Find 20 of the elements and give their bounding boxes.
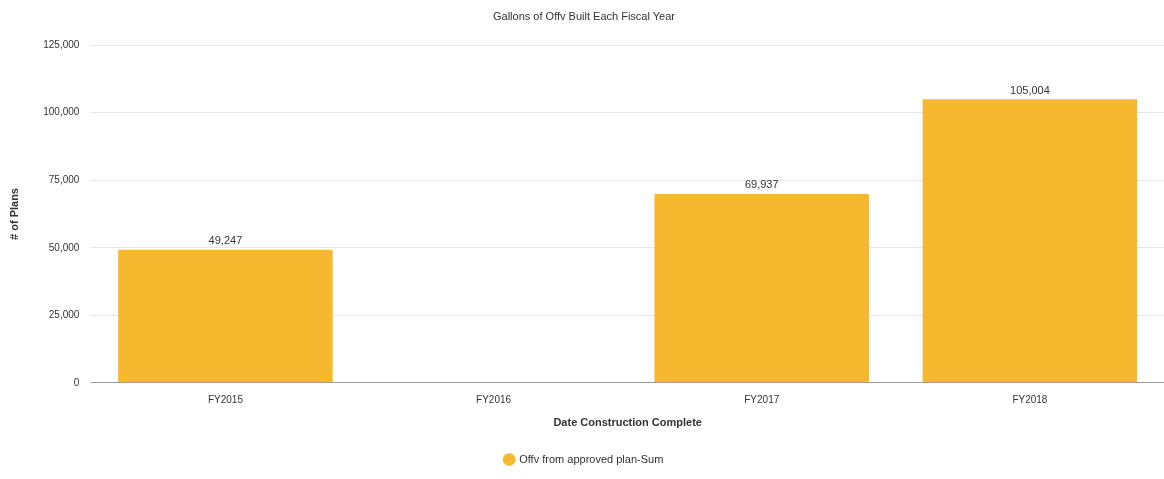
y-tick-label: 50,000 bbox=[48, 241, 80, 253]
chart-title: Gallons of Offv Built Each Fiscal Year bbox=[493, 9, 676, 22]
x-tick-label: FY2015 bbox=[207, 393, 244, 405]
bar bbox=[654, 193, 870, 383]
x-axis-title: Date Construction Complete bbox=[553, 416, 702, 429]
bar bbox=[922, 99, 1138, 383]
x-tick-label: FY2016 bbox=[476, 393, 512, 405]
x-tick-label: FY2018 bbox=[1012, 393, 1048, 405]
y-axis-title: # of Plans bbox=[7, 188, 20, 240]
data-label: 49,247 bbox=[208, 234, 243, 247]
data-label: 105,004 bbox=[1010, 83, 1050, 96]
bar bbox=[118, 249, 333, 383]
y-tick-label: 25,000 bbox=[48, 309, 80, 321]
legend-label: Offv from approved plan-Sum bbox=[519, 452, 664, 465]
y-tick-label: 100,000 bbox=[43, 106, 80, 118]
x-tick-label: FY2017 bbox=[744, 393, 780, 405]
data-label: 69,937 bbox=[744, 178, 779, 191]
y-tick-label: 125,000 bbox=[43, 38, 80, 50]
y-tick-label: 75,000 bbox=[48, 173, 80, 185]
y-tick-label: 0 bbox=[73, 376, 80, 388]
